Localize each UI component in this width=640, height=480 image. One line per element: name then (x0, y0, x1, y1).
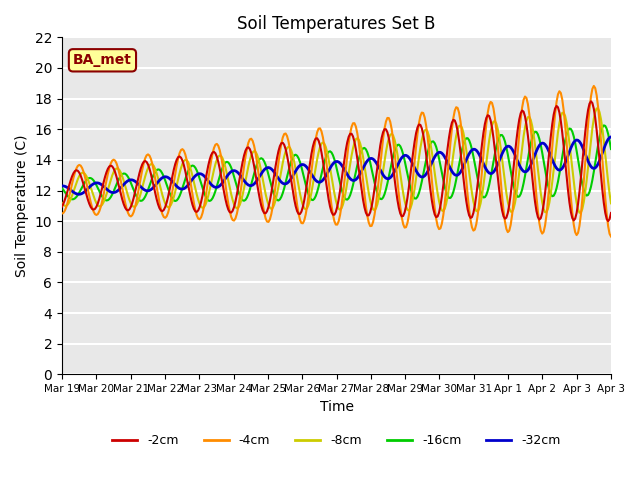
Legend: -2cm, -4cm, -8cm, -16cm, -32cm: -2cm, -4cm, -8cm, -16cm, -32cm (108, 430, 566, 453)
Y-axis label: Soil Temperature (C): Soil Temperature (C) (15, 134, 29, 277)
X-axis label: Time: Time (319, 400, 353, 414)
Title: Soil Temperatures Set B: Soil Temperatures Set B (237, 15, 436, 33)
Text: BA_met: BA_met (73, 53, 132, 67)
